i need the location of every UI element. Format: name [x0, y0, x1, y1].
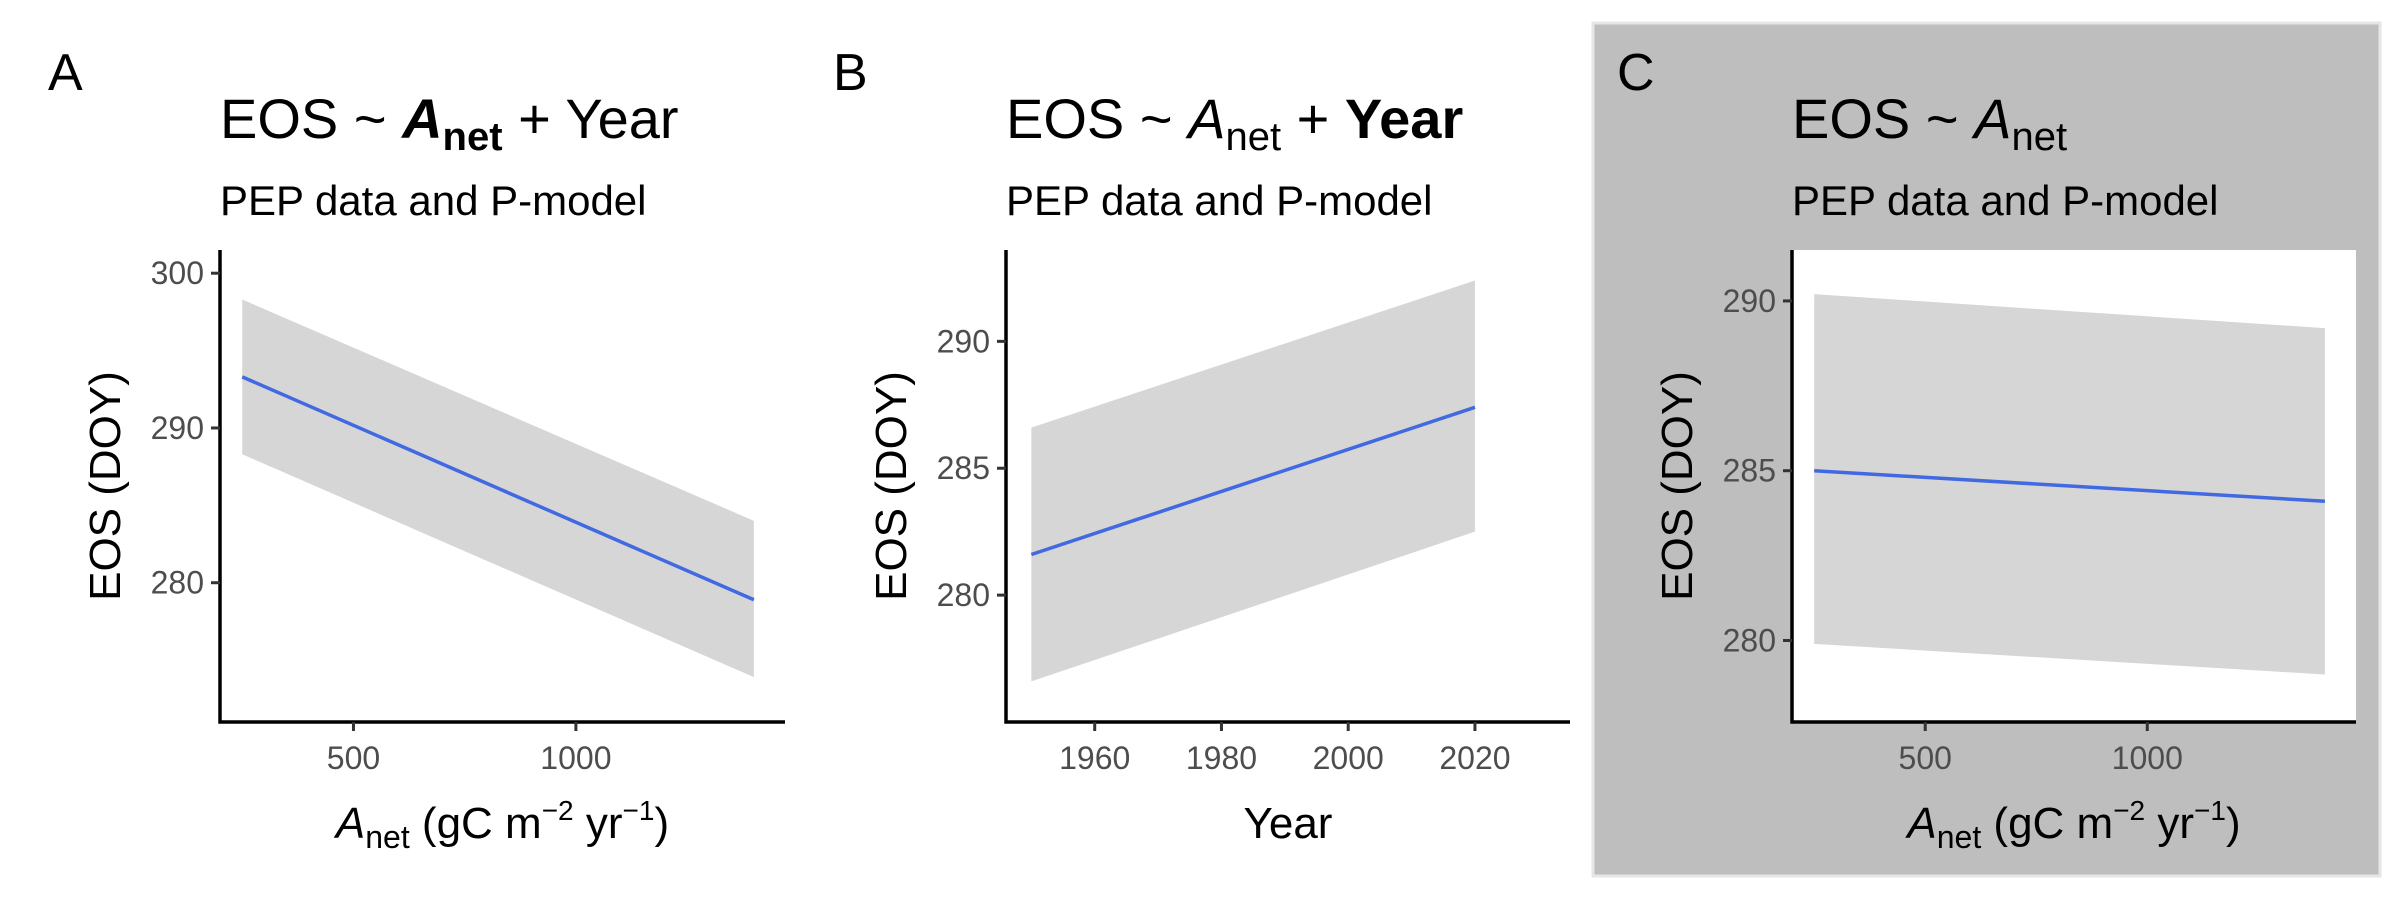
y-axis-label: EOS (DOY) [81, 371, 130, 601]
y-tick-label: 280 [937, 577, 990, 613]
axis-lines [218, 250, 785, 724]
y-tick-label: 290 [937, 323, 990, 359]
axis-lines [1790, 250, 2356, 724]
x-tick-label: 1980 [1186, 740, 1257, 776]
chart-title: EOS ~ Anet [1792, 87, 2067, 159]
y-tick-label: 280 [151, 565, 204, 601]
y-tick-label: 285 [1723, 453, 1776, 489]
x-tick-label: 500 [1899, 740, 1952, 776]
x-tick-label: 2020 [1439, 740, 1510, 776]
panel-B: B EOS ~ Anet + Year PEP data and P-model 28… [833, 44, 1570, 848]
y-axis-label: EOS (DOY) [867, 371, 916, 601]
regression-line [1814, 468, 2326, 504]
chart-subtitle: PEP data and P-model [1792, 177, 2219, 224]
panel-letter: C [1617, 44, 1655, 102]
chart-title: EOS ~ Anet + Year [220, 87, 679, 159]
axis-lines [1004, 250, 1570, 724]
x-tick-label: 1000 [2112, 740, 2183, 776]
chart-title: EOS ~ Anet + Year [1006, 87, 1463, 159]
chart-subtitle: PEP data and P-model [220, 177, 647, 224]
y-tick-label: 285 [937, 450, 990, 486]
x-axis-label: Anet (gC m−2 yr−1) [1904, 795, 2240, 855]
panel-A: A EOS ~ Anet + Year PEP data and P-model 28… [48, 44, 785, 855]
panel-C: C EOS ~ Anet PEP data and P-model 280 285 290… [1591, 21, 2382, 878]
chart-subtitle: PEP data and P-model [1006, 177, 1433, 224]
y-tick-label: 280 [1723, 623, 1776, 659]
regression-line [241, 375, 755, 602]
x-tick-label: 2000 [1313, 740, 1384, 776]
x-tick-label: 1960 [1059, 740, 1130, 776]
panel-letter: B [833, 44, 868, 102]
x-axis-label: Year [1244, 799, 1333, 848]
y-tick-label: 290 [1723, 283, 1776, 319]
y-tick-label: 290 [151, 410, 204, 446]
regression-line [1030, 405, 1476, 557]
x-tick-label: 500 [327, 740, 380, 776]
x-tick-label: 1000 [540, 740, 611, 776]
y-tick-label: 300 [151, 255, 204, 291]
y-axis-label: EOS (DOY) [1653, 371, 1702, 601]
x-axis-label: Anet (gC m−2 yr−1) [333, 795, 669, 855]
panel-letter: A [48, 44, 83, 102]
